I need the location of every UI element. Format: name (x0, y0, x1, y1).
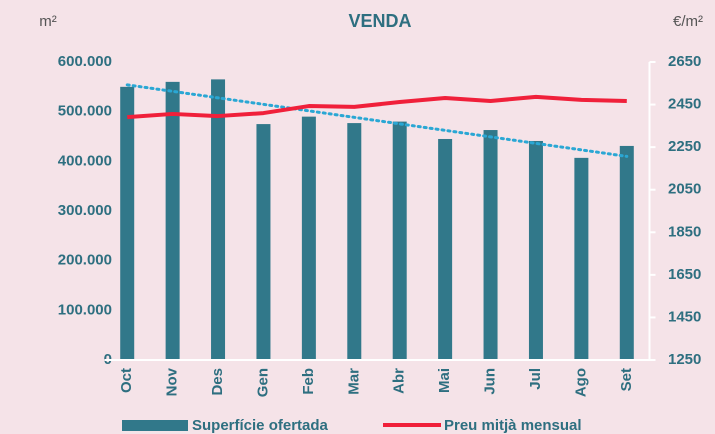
x-tick-label: Feb (300, 368, 317, 395)
y2-tick-label: 2650 (668, 53, 701, 70)
y2-tick-label: 1850 (668, 223, 701, 240)
chart-title: VENDA (348, 11, 411, 31)
bar (574, 157, 589, 360)
x-tick-label: Nov (164, 367, 181, 396)
y-tick-label: 200.000 (58, 252, 112, 269)
y-tick-label: 300.000 (58, 202, 112, 219)
y-tick-label: 400.000 (58, 152, 112, 169)
x-tick-label: Mar (345, 368, 362, 395)
y2-tick-label: 1650 (668, 266, 701, 283)
bar (619, 145, 634, 360)
y-axis-title: m² (39, 13, 57, 30)
line (127, 94, 627, 120)
bar (392, 121, 407, 360)
trendline (125, 83, 629, 158)
y2-tick-label: 1250 (668, 351, 701, 368)
y-tick-label: 100.000 (58, 301, 112, 318)
bar (483, 130, 498, 360)
bar (256, 124, 271, 360)
bar (165, 81, 180, 360)
bar (120, 86, 135, 360)
x-tick-label: Des (209, 368, 226, 396)
y-tick-label: 500.000 (58, 103, 112, 120)
y2-tick-label: 2450 (668, 96, 701, 113)
x-tick-label: Gen (254, 368, 271, 397)
legend-swatch (122, 420, 188, 431)
legend-label: Preu mitjà mensual (444, 417, 582, 434)
x-tick-label: Jun (482, 368, 499, 395)
legend-label: Superfície ofertada (192, 417, 329, 434)
x-tick-label: Oct (118, 368, 135, 393)
bar (301, 116, 316, 360)
y2-tick-label: 2050 (668, 181, 701, 198)
bar (347, 123, 362, 360)
bar (528, 140, 543, 360)
y2-tick-label: 2250 (668, 138, 701, 155)
x-tick-label: Set (618, 368, 635, 391)
y2-tick-label: 1450 (668, 308, 701, 325)
bar (211, 79, 226, 360)
x-tick-label: Ago (572, 368, 589, 397)
x-tick-label: Abr (391, 368, 408, 394)
x-tick-label: Jul (527, 368, 544, 390)
x-tick-label: Mai (436, 368, 453, 393)
y-tick-label: 600.000 (58, 53, 112, 70)
bar (438, 138, 453, 360)
y2-axis-title: €/m² (673, 13, 703, 30)
